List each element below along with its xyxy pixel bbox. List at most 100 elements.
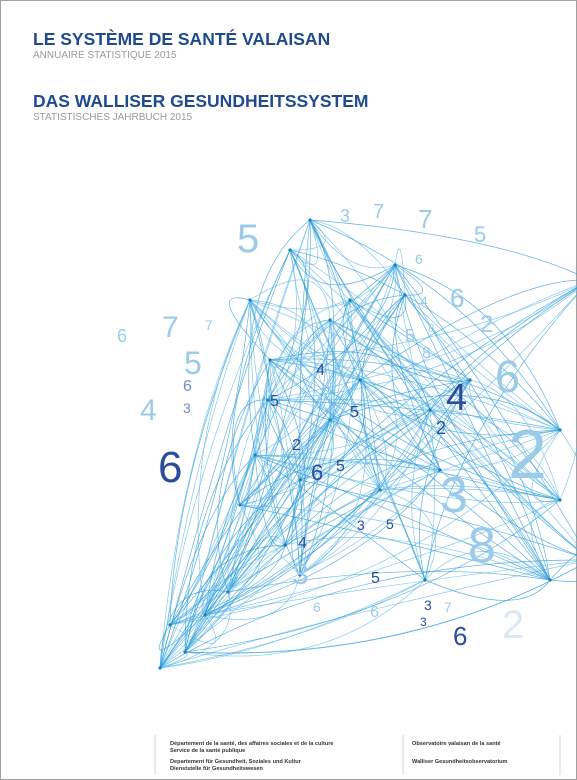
digit: 5 [386, 516, 394, 532]
network-node [203, 613, 207, 617]
network-node [328, 318, 332, 322]
network-curve [227, 536, 286, 593]
network-node [238, 503, 242, 507]
network-node [283, 543, 287, 547]
network-curve [169, 544, 286, 626]
digit: 3 [420, 615, 427, 629]
network-curve [269, 359, 431, 416]
network-curve [424, 579, 551, 601]
digit: 5 [336, 458, 345, 475]
network-curve [329, 395, 561, 431]
network-curve [267, 289, 577, 401]
network-curve [329, 319, 561, 431]
network-curve [159, 591, 231, 669]
digit: 3 [424, 597, 432, 613]
network-curve [204, 379, 471, 616]
network-curve [429, 288, 577, 411]
digit: 5 [270, 393, 279, 410]
network-curve [299, 409, 431, 576]
digit: 5 [371, 570, 380, 587]
network-node [298, 573, 302, 577]
digit: 3 [357, 517, 365, 533]
network-curve [227, 469, 441, 593]
footer-text: Observatoire valaisan de la santé [412, 741, 501, 747]
network-curve [249, 299, 301, 576]
network-curve [267, 399, 441, 471]
network-curve [468, 379, 561, 501]
network-curve [184, 409, 431, 653]
network-node [158, 666, 162, 670]
network-curve [394, 264, 577, 539]
network-curve [232, 399, 269, 506]
network-curve [169, 379, 361, 626]
footer-text: Dienststelle für Gesundheitswesen [170, 766, 264, 772]
network-curve [159, 249, 291, 669]
network-curve [289, 219, 326, 251]
network-curve [249, 299, 381, 491]
network-curve [289, 249, 471, 381]
digit: 6 [370, 604, 379, 621]
network-curve [159, 299, 251, 669]
footer-text: Département de la santé, des affaires so… [170, 741, 334, 747]
network-curve [249, 299, 286, 546]
digit: 5 [474, 222, 486, 247]
network-curve [359, 279, 577, 381]
network-node [328, 418, 332, 422]
network-curve [309, 219, 361, 381]
network-curve [299, 379, 366, 481]
network-node [288, 248, 292, 252]
network-curve [359, 379, 551, 581]
network-curve [359, 379, 398, 491]
network-curve [284, 249, 316, 546]
digit: 7 [205, 317, 213, 333]
network-curve [531, 429, 561, 502]
digit: 6 [158, 443, 182, 492]
network-curve [249, 279, 331, 321]
network-curve [169, 299, 251, 626]
network-node [226, 590, 230, 594]
network-curve [184, 544, 286, 653]
network-curve [424, 551, 551, 581]
network-curve [249, 299, 561, 501]
network-curve [267, 294, 406, 401]
network-curve [360, 294, 406, 491]
network-curve [424, 409, 435, 581]
network-curve [254, 454, 441, 471]
network-curve [359, 379, 441, 471]
network-curve [309, 219, 431, 411]
network-curve [204, 419, 331, 616]
network-curve [309, 219, 335, 421]
network-curve [184, 399, 269, 653]
network-curve [169, 469, 441, 626]
network-curve [239, 379, 361, 506]
network-curve [359, 379, 561, 436]
digit: 6 [453, 621, 467, 651]
network-node [428, 408, 432, 412]
network-node [558, 428, 562, 432]
digit: 4 [140, 394, 157, 427]
footer-text: Walliser Gesundheitsobservatorium [412, 759, 508, 765]
digit: 5 [184, 345, 202, 381]
network-curve [249, 299, 361, 381]
network-curve [249, 264, 396, 310]
network-curve [299, 319, 335, 576]
network-curve [159, 591, 231, 669]
network-curve [394, 264, 551, 581]
network-curve [315, 319, 361, 381]
network-curve [349, 294, 407, 318]
digit: 6 [183, 378, 192, 395]
network-curve [309, 219, 561, 431]
network-curve [159, 562, 577, 669]
network-node [308, 218, 312, 222]
network-curve [249, 299, 471, 381]
network-curve [289, 249, 441, 471]
network-curve [329, 319, 561, 501]
network-curve [349, 299, 577, 551]
network-node [378, 488, 382, 492]
digit: 8 [428, 321, 435, 335]
network-curve [559, 429, 577, 459]
network-curve [419, 379, 471, 581]
network-curve [228, 297, 271, 361]
